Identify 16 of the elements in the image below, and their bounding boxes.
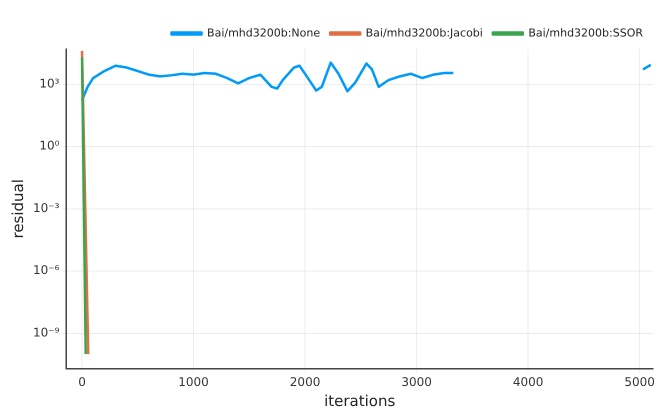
y-tick-label: 10⁻⁹ (32, 325, 60, 340)
y-tick-label: 10⁻⁶ (32, 263, 60, 278)
y-tick-label: 10⁰ (39, 138, 60, 153)
x-tick-label: 5000 (624, 374, 655, 389)
y-axis-title: residual (8, 179, 27, 239)
x-tick-label: 3000 (401, 374, 432, 389)
y-tick-label: 10³ (39, 76, 60, 90)
y-tick-label: 10⁻³ (32, 200, 60, 215)
x-tick-label: 0 (78, 374, 86, 389)
legend-label: Bai/mhd3200b:None (207, 26, 320, 40)
x-axis-title: iterations (324, 392, 396, 410)
x-tick-label: 1000 (178, 374, 209, 389)
x-tick-label: 4000 (512, 374, 544, 389)
legend-label: Bai/mhd3200b:Jacobi (366, 26, 483, 40)
x-tick-label: 2000 (290, 374, 320, 389)
legend-label: Bai/mhd3200b:SSOR (528, 26, 644, 40)
